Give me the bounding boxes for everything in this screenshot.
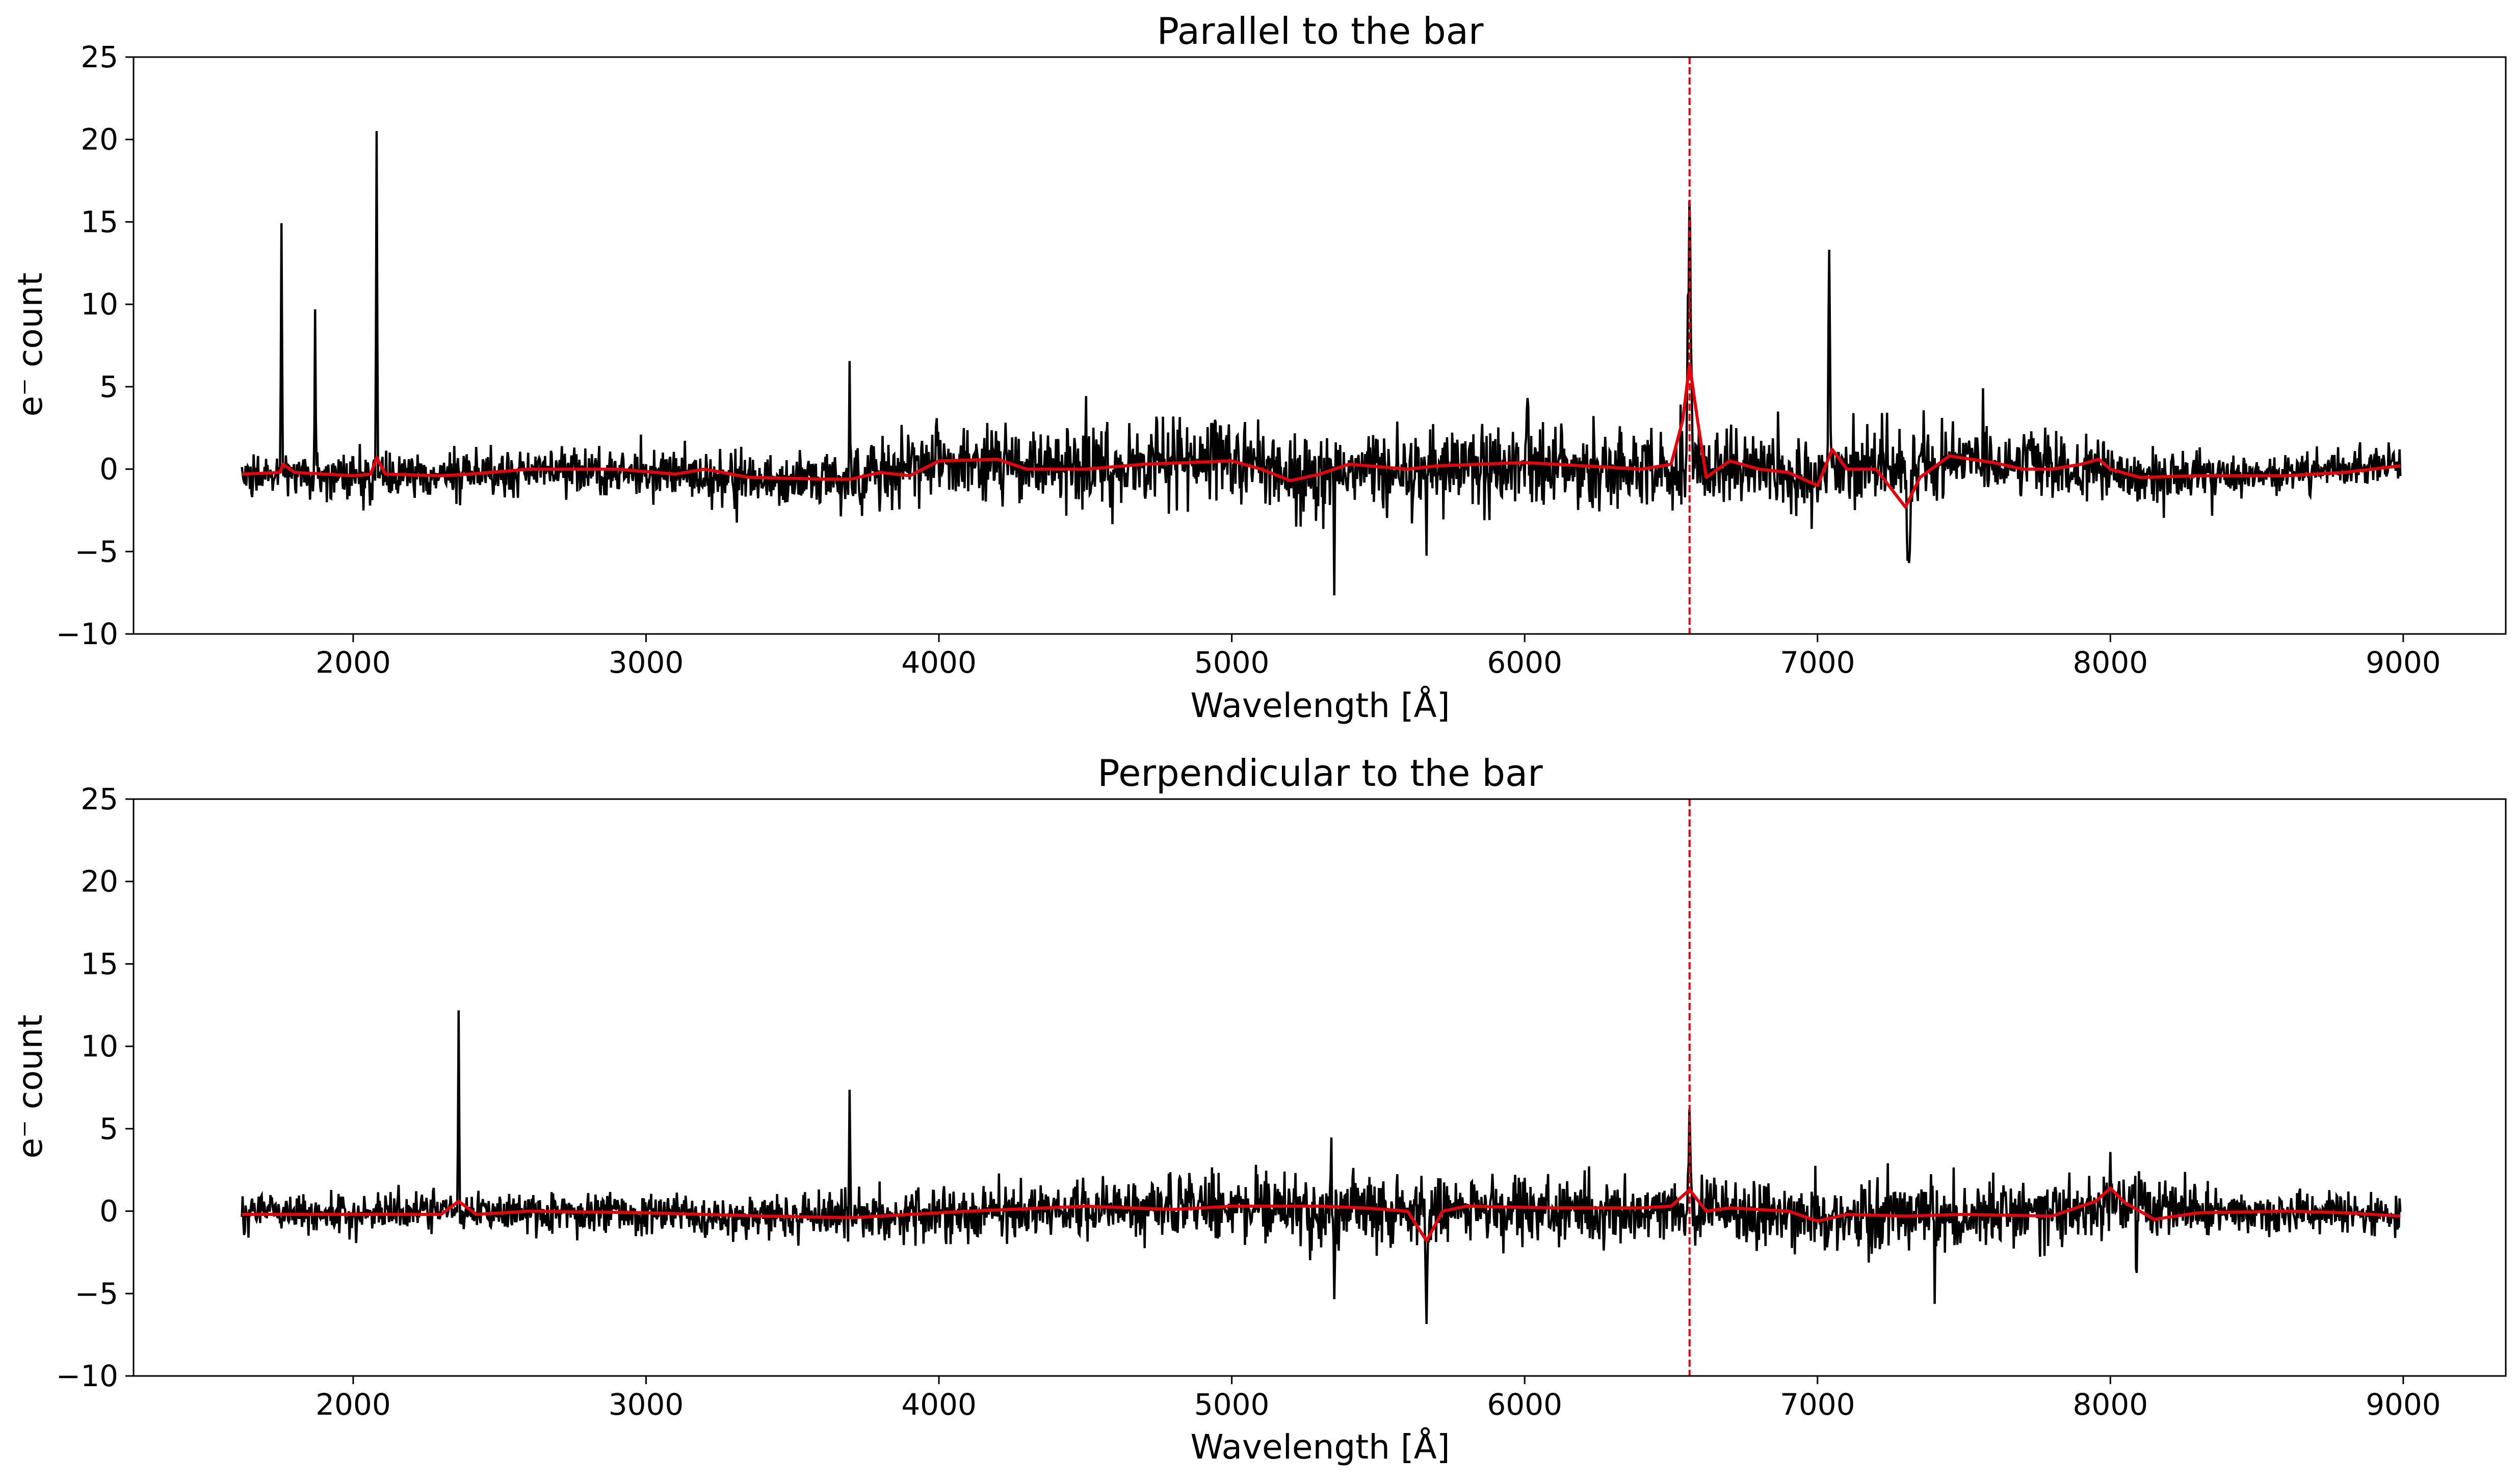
y-tick-label: −10 [56,1359,118,1393]
y-tick-label: 15 [81,204,118,239]
x-tick-label: 3000 [609,645,684,680]
y-tick-label: 10 [81,1029,118,1064]
y-tick-label: 25 [81,782,118,816]
spectrum-series-line [241,1010,2402,1324]
x-tick-label: 9000 [2366,645,2441,680]
y-tick-label: 20 [81,864,118,899]
y-tick-label: 10 [81,287,118,322]
plot-area: 2000 3000 4000 5000 6000 7000 8000 9000 −10 −5 0 5 1… [56,782,2507,1422]
y-tick-label: 0 [99,1194,118,1229]
data-layer [241,1010,2402,1324]
chart-title: Parallel to the bar [1157,10,1484,52]
x-tick-label: 8000 [2073,645,2148,680]
x-tick-label: 3000 [609,1387,684,1422]
chart-title: Perpendicular to the bar [1097,752,1543,794]
y-tick-label: 5 [99,1111,118,1146]
y-tick-label: −5 [75,534,119,569]
axes-frame [133,798,2507,1377]
chart-panel-perpendicular: Perpendicular to the bar 2000 3000 4000 500… [11,752,2507,1467]
x-axis-label: Wavelength [Å] [1190,1427,1450,1467]
x-tick-label: 4000 [901,645,977,680]
y-tick-label: 15 [81,946,118,981]
x-tick-label: 4000 [901,1387,977,1422]
y-tick-label: −5 [75,1276,119,1311]
x-tick-label: 2000 [316,1387,391,1422]
x-tick-label: 6000 [1487,1387,1562,1422]
axes-frame [133,56,2507,635]
y-tick-label: 5 [99,369,118,404]
x-tick-label: 7000 [1780,1387,1855,1422]
plot-area: 2000 3000 4000 5000 6000 7000 8000 9000 −10 −5 0 5 1… [56,40,2507,680]
y-tick-label: 25 [81,40,118,74]
y-tick-label: 0 [99,452,118,487]
x-tick-label: 2000 [316,645,391,680]
y-tick-label: −10 [56,617,118,651]
spectrum-series-line [241,131,2402,596]
x-tick-label: 7000 [1780,645,1855,680]
y-tick-label: 20 [81,122,118,157]
data-layer [241,131,2402,596]
y-axis-label: e⁻ count [11,273,50,417]
smoothed-series-line [242,1186,2401,1242]
x-tick-label: 6000 [1487,645,1562,680]
x-axis-label: Wavelength [Å] [1190,686,1450,725]
smoothed-series-line [242,362,2401,509]
y-axis-label: e⁻ count [11,1015,50,1159]
x-tick-label: 5000 [1194,645,1270,680]
x-tick-label: 8000 [2073,1387,2148,1422]
chart-panel-parallel: Parallel to the bar 2000 3000 4000 5000 6000… [11,10,2507,725]
x-tick-label: 9000 [2366,1387,2441,1422]
x-tick-label: 5000 [1194,1387,1270,1422]
